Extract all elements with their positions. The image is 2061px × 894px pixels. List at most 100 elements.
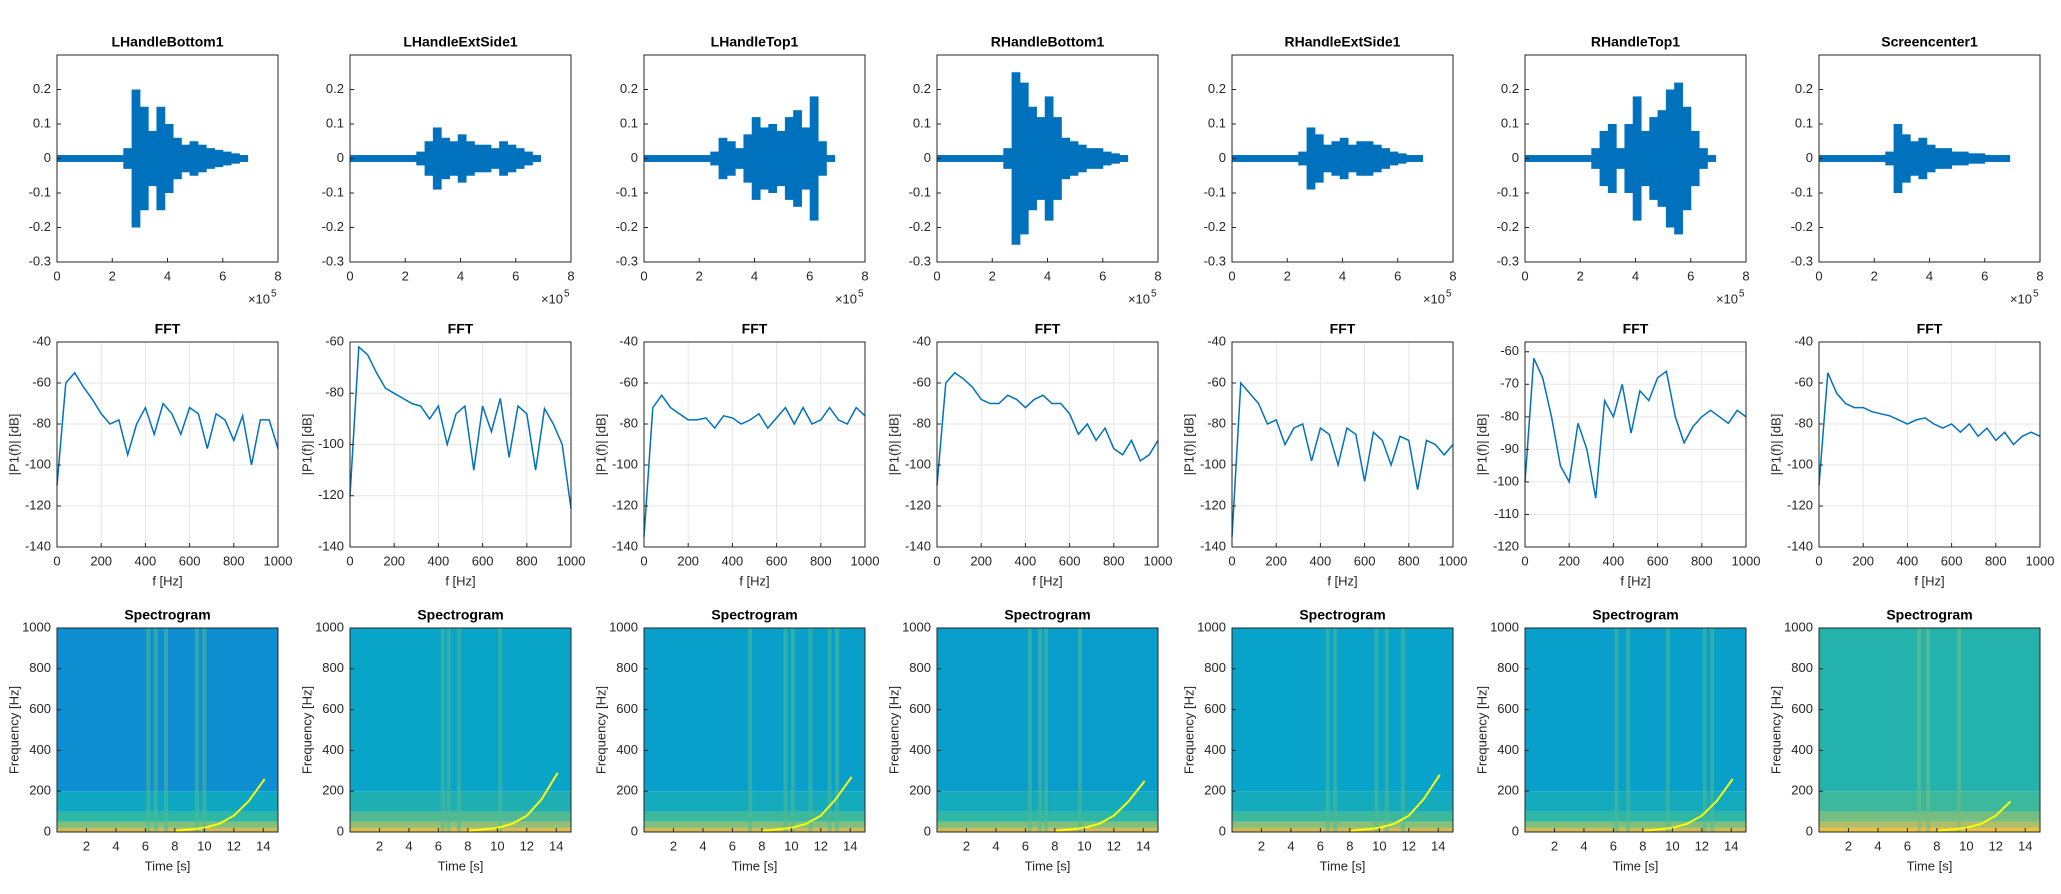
- x-tick-label: 2: [696, 268, 703, 283]
- waveform-envelope: [457, 134, 467, 183]
- subplot-title: Spectrogram: [1299, 607, 1385, 623]
- waveform-envelope: [1632, 96, 1642, 221]
- waveform-envelope: [1331, 141, 1341, 176]
- y-tick-label: 200: [322, 783, 344, 798]
- waveform-envelope: [239, 155, 249, 162]
- x-tick-label: 800: [516, 553, 538, 568]
- waveform-envelope: [668, 155, 678, 162]
- axes-box: [1524, 341, 1747, 548]
- x-tick-label: 12: [520, 838, 534, 853]
- y-tick-label: 600: [1497, 701, 1519, 716]
- waveform-envelope: [760, 127, 769, 190]
- spectrogram-band: [644, 827, 865, 832]
- x-axis-label: f [Hz]: [445, 573, 475, 588]
- spectrogram-event: [194, 628, 199, 832]
- y-tick-label: 0: [44, 823, 51, 838]
- y-tick-label: 1000: [1197, 619, 1226, 634]
- x-tick-label: 12: [1402, 838, 1416, 853]
- spectrogram-event: [1325, 628, 1330, 832]
- waveform-envelope: [652, 155, 662, 162]
- waveform-envelope: [677, 155, 686, 162]
- x-tick-label: 4: [751, 268, 758, 283]
- spectrogram-band: [644, 811, 865, 822]
- waveform-envelope: [1583, 155, 1592, 162]
- waveform-envelope: [222, 151, 232, 166]
- x-tick-label: 2: [109, 268, 116, 283]
- x-tick-label: 6: [1981, 268, 1988, 283]
- x-tick-label: 8: [567, 268, 574, 283]
- x-tick-label: 0: [1521, 268, 1528, 283]
- plot-area: [1819, 342, 2040, 547]
- x-tick-label: 600: [179, 553, 201, 568]
- y-tick-label: 400: [322, 742, 344, 757]
- waveform-envelope: [1976, 153, 1986, 164]
- y-tick-label: 0: [1219, 823, 1226, 838]
- waveform-envelope: [1019, 82, 1029, 235]
- x-tick-label: 4: [1632, 268, 1639, 283]
- spectrogram-event: [1626, 628, 1631, 832]
- fft-line: [1818, 372, 2041, 486]
- spectrogram-event: [498, 628, 503, 832]
- waveform-envelope: [1682, 106, 1692, 211]
- waveform-envelope: [131, 89, 141, 228]
- y-tick-label: -100: [905, 456, 931, 471]
- y-tick-label: -100: [25, 456, 51, 471]
- waveform-envelope: [1397, 153, 1407, 164]
- y-tick-label: 800: [322, 660, 344, 675]
- x-axis-label: Time [s]: [438, 858, 484, 873]
- x-tick-label: 200: [1265, 553, 1287, 568]
- x-tick-label: 600: [472, 553, 494, 568]
- x-tick-label: 8: [758, 838, 765, 853]
- y-tick-label: 800: [29, 660, 51, 675]
- y-tick-label: -80: [912, 415, 931, 430]
- waveform-envelope: [961, 155, 971, 162]
- spectrogram-event: [1956, 628, 1961, 832]
- x-tick-label: 800: [223, 553, 245, 568]
- x-axis-label: f [Hz]: [1914, 573, 1944, 588]
- spectrogram-chirp: [1936, 800, 2012, 832]
- waveform-envelope: [1616, 148, 1625, 169]
- x-tick-label: 1000: [851, 553, 880, 568]
- waveform-envelope: [123, 148, 133, 169]
- x-tick-label: 1000: [1732, 553, 1761, 568]
- subplot-title: Spectrogram: [124, 607, 210, 623]
- y-tick-label: 800: [1497, 660, 1519, 675]
- subplot-title: FFT: [1917, 321, 1943, 337]
- waveform-envelope: [65, 155, 75, 162]
- x-tick-label: 8: [274, 268, 281, 283]
- subplot-title: Screencenter1: [1881, 34, 1978, 50]
- subplot-title: Spectrogram: [1886, 607, 1972, 623]
- waveform-envelope: [115, 155, 124, 162]
- fft-line: [349, 345, 572, 509]
- y-tick-label: -60: [1794, 374, 1813, 389]
- waveform-envelope: [98, 155, 108, 162]
- x-tick-label: 0: [53, 268, 60, 283]
- waveform-envelope: [1003, 148, 1013, 169]
- waveform-envelope: [1877, 155, 1886, 162]
- waveform-envelope: [1893, 124, 1903, 193]
- waveform-envelope: [81, 155, 91, 162]
- y-axis-label: |P1(f)| [dB]: [886, 414, 901, 476]
- waveform-envelope: [801, 127, 811, 190]
- y-tick-label: -60: [1207, 374, 1226, 389]
- subplot-title: LHandleTop1: [711, 34, 799, 50]
- y-tick-label: 200: [1497, 783, 1519, 798]
- waveform-envelope: [1819, 155, 1828, 162]
- y-tick-label: -120: [1787, 497, 1813, 512]
- axes-box: [349, 627, 572, 833]
- y-tick-label: 0: [1806, 150, 1813, 165]
- waveform-envelope: [1290, 155, 1299, 162]
- waveform-envelope: [1699, 148, 1708, 169]
- y-tick-label: -0.3: [909, 253, 931, 268]
- fft-line: [1524, 357, 1747, 499]
- x-tick-label: 400: [1310, 553, 1332, 568]
- waveform-envelope: [1835, 155, 1845, 162]
- y-tick-label: 200: [616, 783, 638, 798]
- waveform-envelope: [391, 155, 401, 162]
- spectrogram-chirp: [1642, 778, 1734, 832]
- waveform-envelope: [173, 137, 182, 180]
- y-tick-label: 600: [1791, 701, 1813, 716]
- waveform-envelope: [1549, 155, 1559, 162]
- y-tick-label: 400: [1497, 742, 1519, 757]
- spectrogram-band: [1525, 821, 1746, 828]
